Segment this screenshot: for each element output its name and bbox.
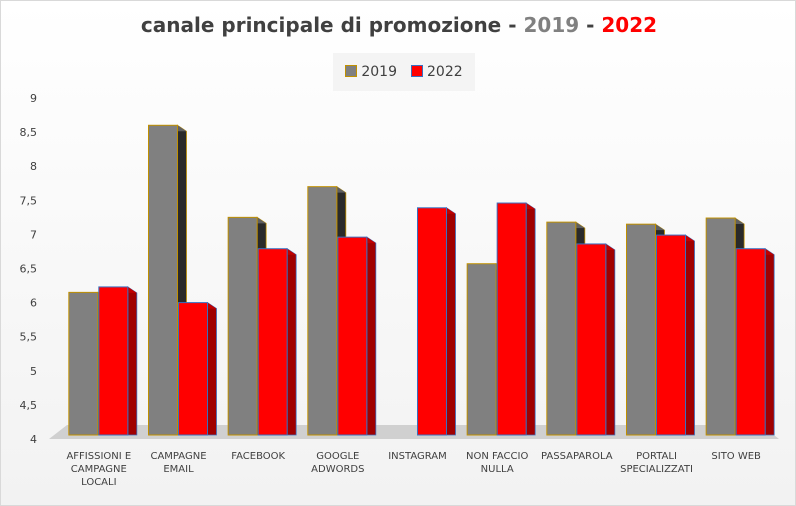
y-tick-label: 6,5 <box>20 263 38 276</box>
x-tick-label: AFFISSIONI E <box>66 451 131 462</box>
x-tick-label: SITO WEB <box>711 451 761 462</box>
x-tick-label: LOCALI <box>81 477 116 488</box>
bar-2019 <box>466 263 497 436</box>
bar-2022 <box>417 207 447 436</box>
legend-item-2019: 2019 <box>345 64 397 80</box>
title-sep: - <box>579 13 602 37</box>
y-tick-label: 5 <box>30 365 37 378</box>
y-tick-label: 8 <box>30 160 37 173</box>
x-tick-label: GOOGLE <box>316 451 359 462</box>
bar-side-2022 <box>605 243 616 436</box>
bar-side-2022 <box>127 286 138 436</box>
legend-swatch-2022 <box>411 65 423 77</box>
y-tick-label: 6 <box>30 297 37 310</box>
title-sep: - <box>508 13 524 37</box>
bar-side-2022 <box>207 301 217 436</box>
x-tick-label: FACEBOOK <box>231 451 285 462</box>
bar-2019 <box>705 217 736 436</box>
bar-2019 <box>227 216 258 436</box>
bar-2022 <box>735 248 766 436</box>
bar-2022 <box>337 236 368 436</box>
bar-side-2022 <box>685 234 695 436</box>
x-tick-label: INSTAGRAM <box>388 451 447 462</box>
bar-2022 <box>496 202 527 436</box>
x-tick-label: SPECIALIZZATI <box>620 464 693 475</box>
x-tick-label: PORTALI <box>636 451 677 462</box>
legend-swatch-2019 <box>345 65 358 77</box>
bar-side-2022 <box>525 202 536 436</box>
y-tick-label: 7,5 <box>20 194 38 207</box>
bar-side-2022 <box>446 207 456 436</box>
y-tick-label: 4,5 <box>20 399 38 412</box>
bar-2019 <box>546 221 577 436</box>
y-tick-label: 9 <box>30 92 37 105</box>
legend-item-2022: 2022 <box>411 64 463 80</box>
y-tick-label: 4 <box>30 433 37 446</box>
bar-2022 <box>656 234 686 436</box>
x-tick-label: EMAIL <box>163 464 194 475</box>
bar-2019 <box>626 223 656 436</box>
bar-2019 <box>148 124 178 436</box>
bar-side-2022 <box>366 236 377 436</box>
y-tick-label: 5,5 <box>20 331 38 344</box>
bar-2022 <box>98 286 129 436</box>
title-main: canale principale di promozione <box>140 13 502 37</box>
bar-2022 <box>178 302 208 436</box>
legend: 2019 2022 <box>333 53 475 91</box>
x-tick-label: CAMPAGNE <box>150 451 206 462</box>
x-tick-label: NON FACCIO <box>466 451 528 462</box>
bar-2022 <box>576 243 607 436</box>
bar-side-2022 <box>286 247 297 436</box>
y-tick-label: 8,5 <box>20 126 38 139</box>
bar-side-2022 <box>764 247 775 436</box>
x-tick-label: PASSAPAROLA <box>541 451 613 462</box>
x-tick-label: NULLA <box>481 464 514 475</box>
legend-label: 2022 <box>427 64 463 80</box>
chart-title: canale principale di promozione - 2019 -… <box>1 13 795 37</box>
x-tick-label: ADWORDS <box>311 464 364 475</box>
x-tick-label: CAMPAGNE <box>71 464 127 475</box>
bar-2019 <box>307 186 338 436</box>
title-year-2022: 2022 <box>601 13 658 37</box>
y-tick-label: 7 <box>30 228 37 241</box>
legend-label: 2019 <box>361 64 397 80</box>
title-year-2019: 2019 <box>523 13 580 37</box>
bar-2019 <box>68 291 99 436</box>
bar-2022 <box>257 248 288 436</box>
